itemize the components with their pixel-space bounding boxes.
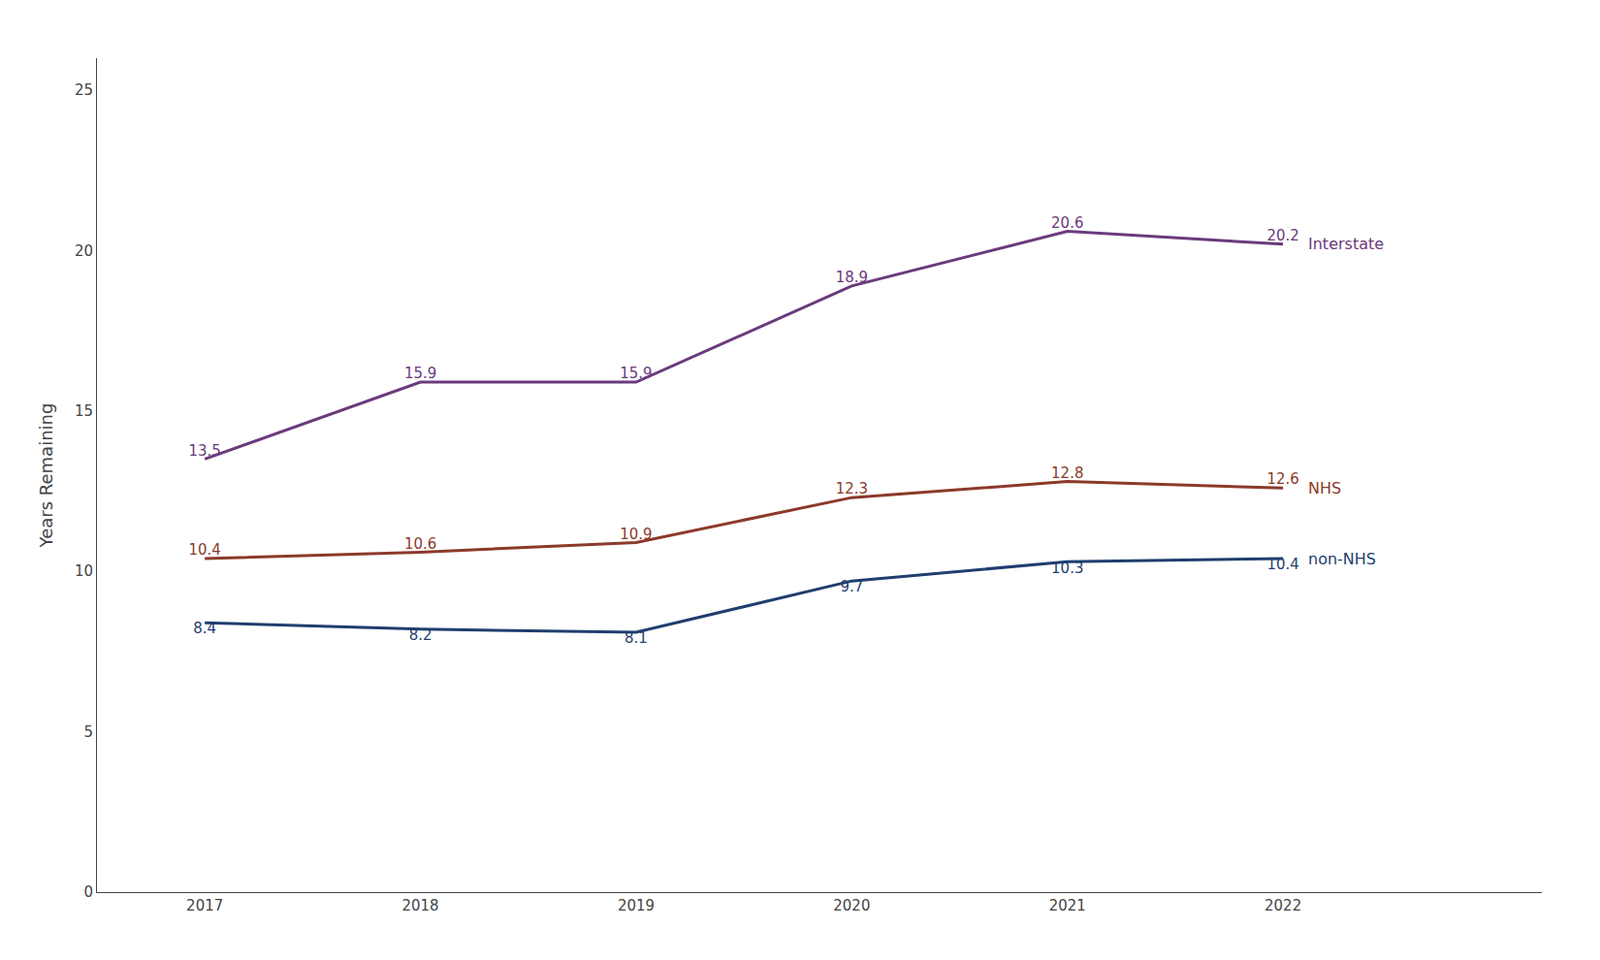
svg-text:2022: 2022	[1264, 896, 1302, 915]
svg-text:20.6: 20.6	[1051, 214, 1084, 232]
svg-text:10.4: 10.4	[188, 541, 221, 559]
svg-text:8.1: 8.1	[624, 629, 648, 647]
svg-text:15: 15	[74, 402, 94, 420]
svg-text:9.7: 9.7	[839, 577, 864, 596]
svg-text:20: 20	[74, 242, 94, 260]
svg-text:2018: 2018	[401, 896, 439, 915]
svg-text:8.4: 8.4	[192, 619, 217, 638]
svg-text:2021: 2021	[1049, 896, 1087, 915]
svg-text:15.9: 15.9	[619, 364, 652, 383]
svg-text:8.2: 8.2	[409, 626, 433, 644]
svg-text:0: 0	[83, 883, 94, 901]
svg-text:10.6: 10.6	[404, 535, 437, 553]
svg-text:12.3: 12.3	[835, 480, 868, 498]
svg-text:Interstate: Interstate	[1308, 234, 1384, 254]
svg-text:15.9: 15.9	[404, 364, 437, 383]
svg-text:20.2: 20.2	[1266, 226, 1299, 245]
svg-text:13.5: 13.5	[188, 442, 221, 460]
svg-text:2020: 2020	[832, 896, 870, 915]
svg-text:5: 5	[83, 723, 94, 741]
svg-text:10: 10	[74, 562, 94, 580]
svg-text:25: 25	[74, 81, 94, 99]
svg-text:non-NHS: non-NHS	[1308, 549, 1376, 569]
svg-text:12.6: 12.6	[1266, 470, 1299, 488]
svg-text:2017: 2017	[186, 896, 224, 915]
svg-text:12.8: 12.8	[1051, 464, 1084, 482]
svg-text:18.9: 18.9	[835, 268, 868, 287]
svg-text:2019: 2019	[617, 896, 655, 915]
svg-text:10.9: 10.9	[619, 525, 652, 544]
svg-text:10.3: 10.3	[1051, 559, 1084, 577]
svg-text:NHS: NHS	[1308, 479, 1342, 498]
svg-text:Years Remaining: Years Remaining	[35, 403, 57, 549]
svg-text:10.4: 10.4	[1266, 555, 1299, 574]
